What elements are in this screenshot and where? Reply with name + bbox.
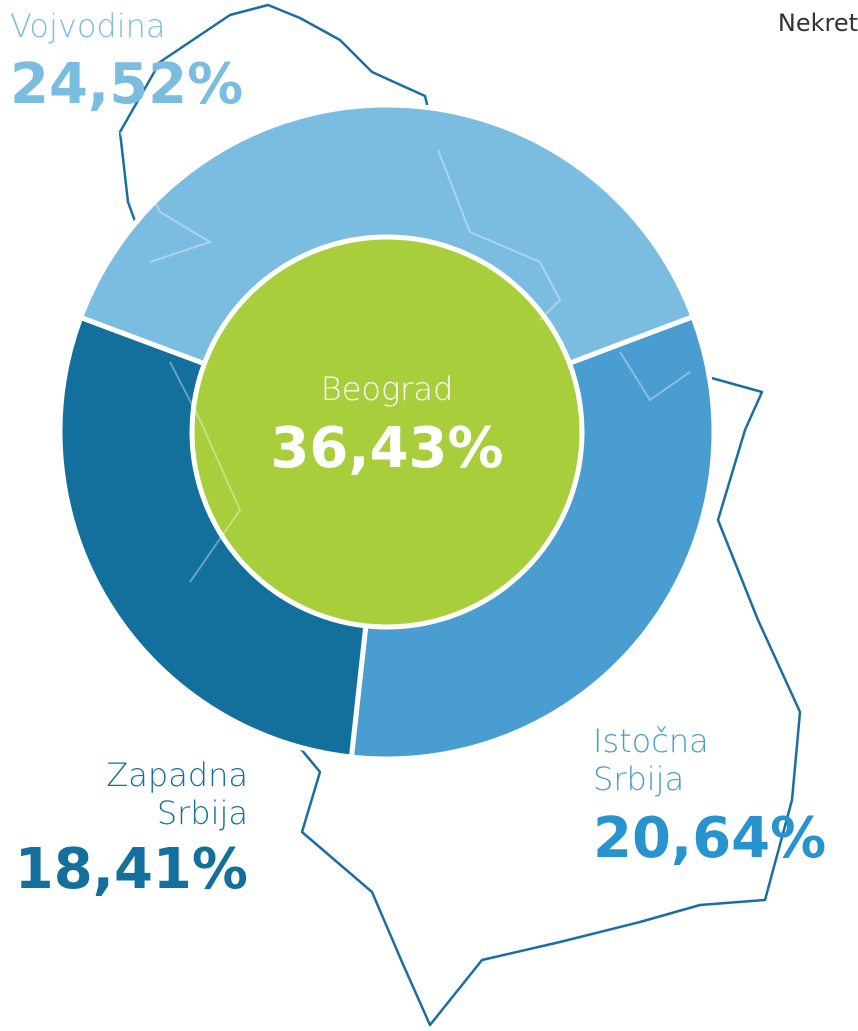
center-value: 36,43% — [270, 416, 503, 481]
corner-text: Nekret — [778, 9, 858, 37]
region-value: 20,64% — [593, 806, 826, 871]
region-value: 18,41% — [15, 837, 248, 902]
region-name: Istočna Srbija — [593, 722, 709, 798]
region-value: 24,52% — [10, 52, 243, 117]
map-overlay — [119, 131, 691, 583]
center-name: Beograd — [321, 370, 454, 408]
center-circle — [189, 234, 585, 630]
region-name: Zapadna Srbija — [106, 756, 248, 832]
region-name: Vojvodina — [10, 7, 165, 45]
